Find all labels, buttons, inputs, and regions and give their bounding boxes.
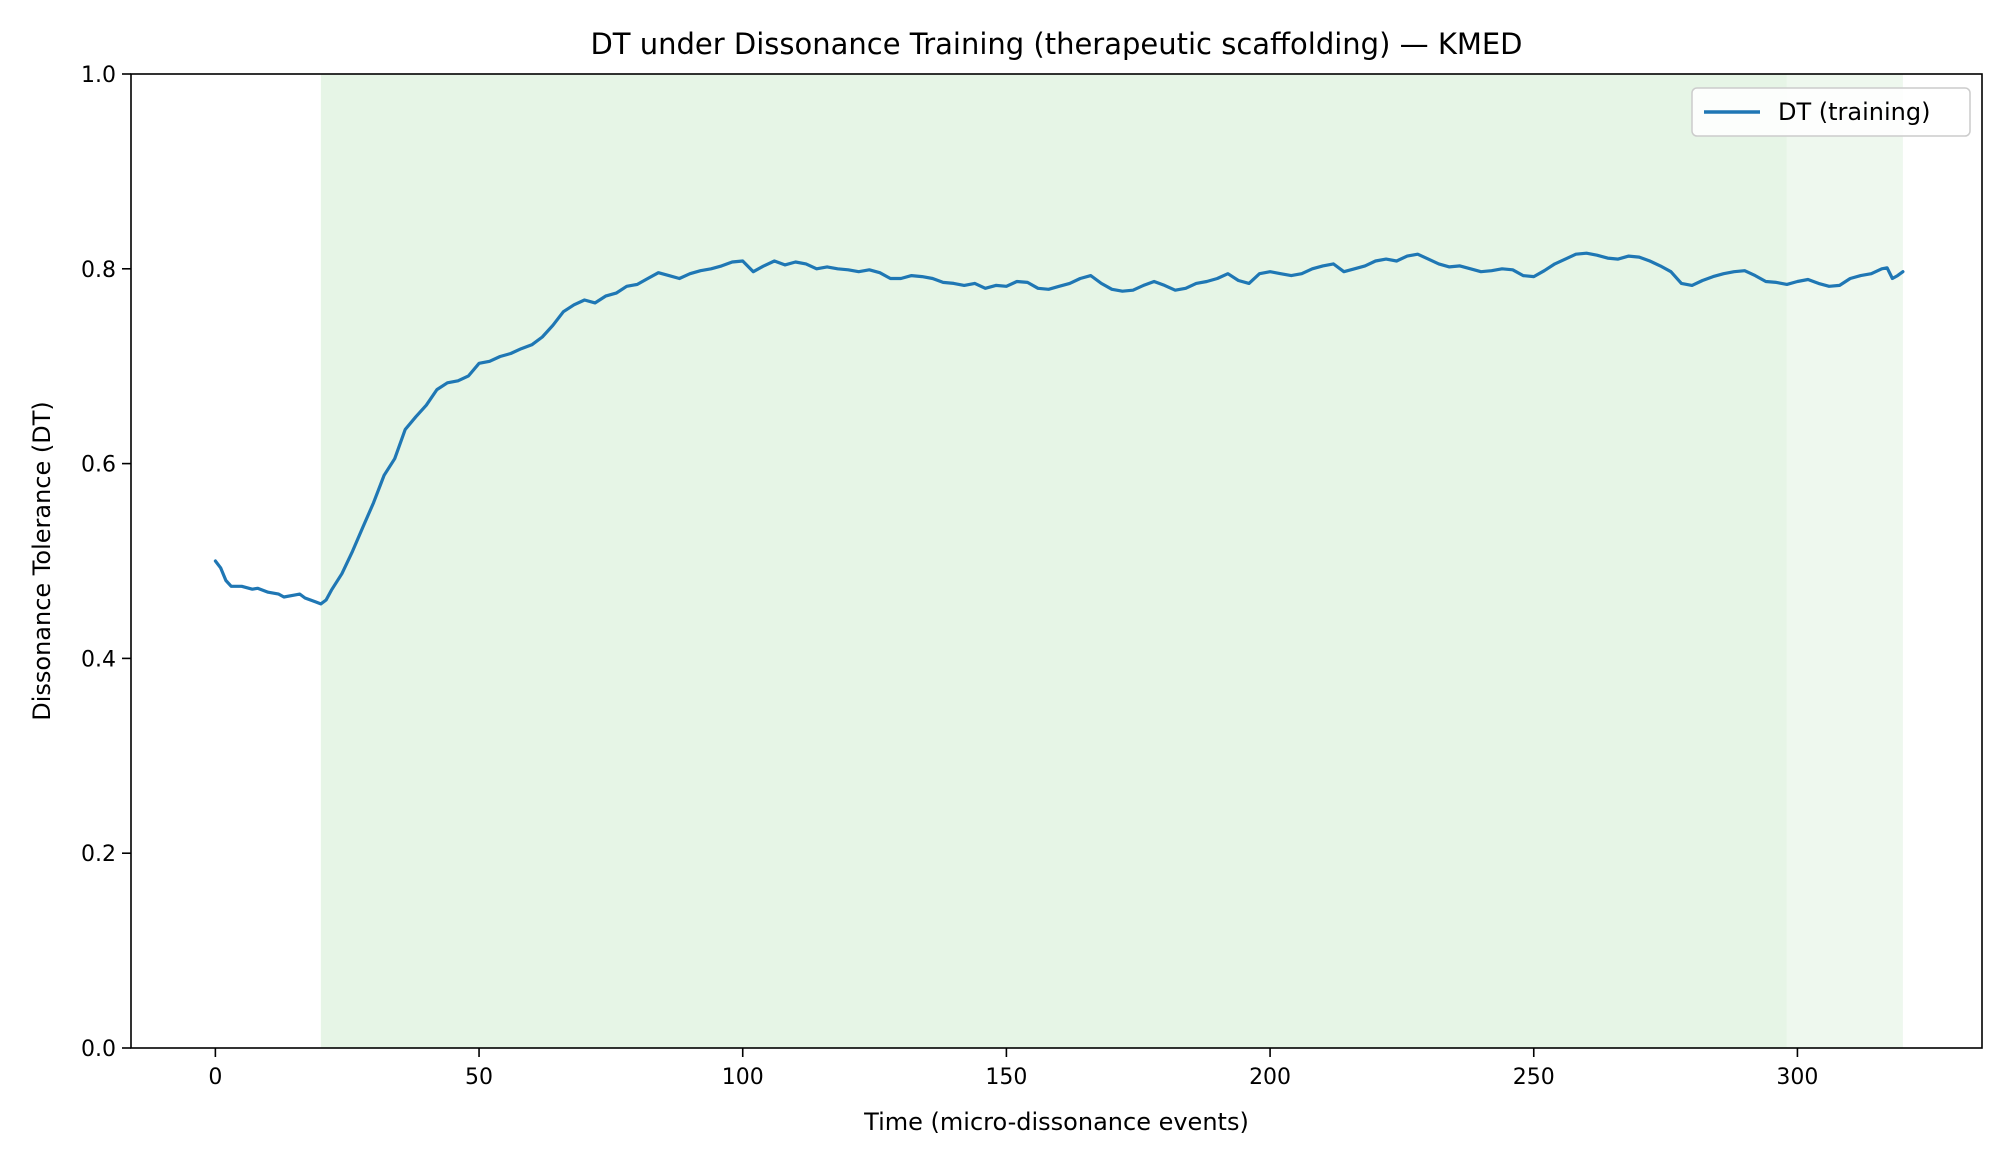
y-tick-label-0.8: 0.8 [81,258,116,283]
y-tick-label-0.0: 0.0 [81,1037,116,1062]
x-axis-label: Time (micro-dissonance events) [863,1108,1249,1136]
x-axis: 0 50 100 150 200 250 300 [208,1048,1818,1090]
y-tick-label-1.0: 1.0 [81,63,116,88]
shaded-region-0 [320,74,1787,1048]
y-axis-label: Dissonance Tolerance (DT) [28,401,56,721]
x-tick-label-250: 250 [1513,1065,1555,1090]
legend-box [1691,87,1971,137]
x-tick-label-0: 0 [208,1065,222,1090]
x-tick-label-300: 300 [1776,1065,1818,1090]
y-tick-label-0.6: 0.6 [81,453,116,478]
series-line-0 [213,251,1905,606]
x-tick-label-50: 50 [465,1065,493,1090]
shaded-region-1 [1786,74,1903,1048]
x-tick-label-100: 100 [722,1065,764,1090]
y-tick-label-0.2: 0.2 [81,842,116,867]
training-shading [320,74,1903,1048]
plot-frame [130,73,1983,1049]
y-tick-label-0.4: 0.4 [81,647,116,672]
x-tick-label-200: 200 [1249,1065,1291,1090]
x-tick-label-150: 150 [985,1065,1027,1090]
legend: DT (training) [1691,87,1971,137]
chart-title: DT under Dissonance Training (therapeuti… [590,27,1522,61]
series-layer [213,251,1905,606]
y-axis: 0.0 0.2 0.4 0.6 0.8 1.0 [81,63,131,1062]
legend-label: DT (training) [1778,98,1930,126]
